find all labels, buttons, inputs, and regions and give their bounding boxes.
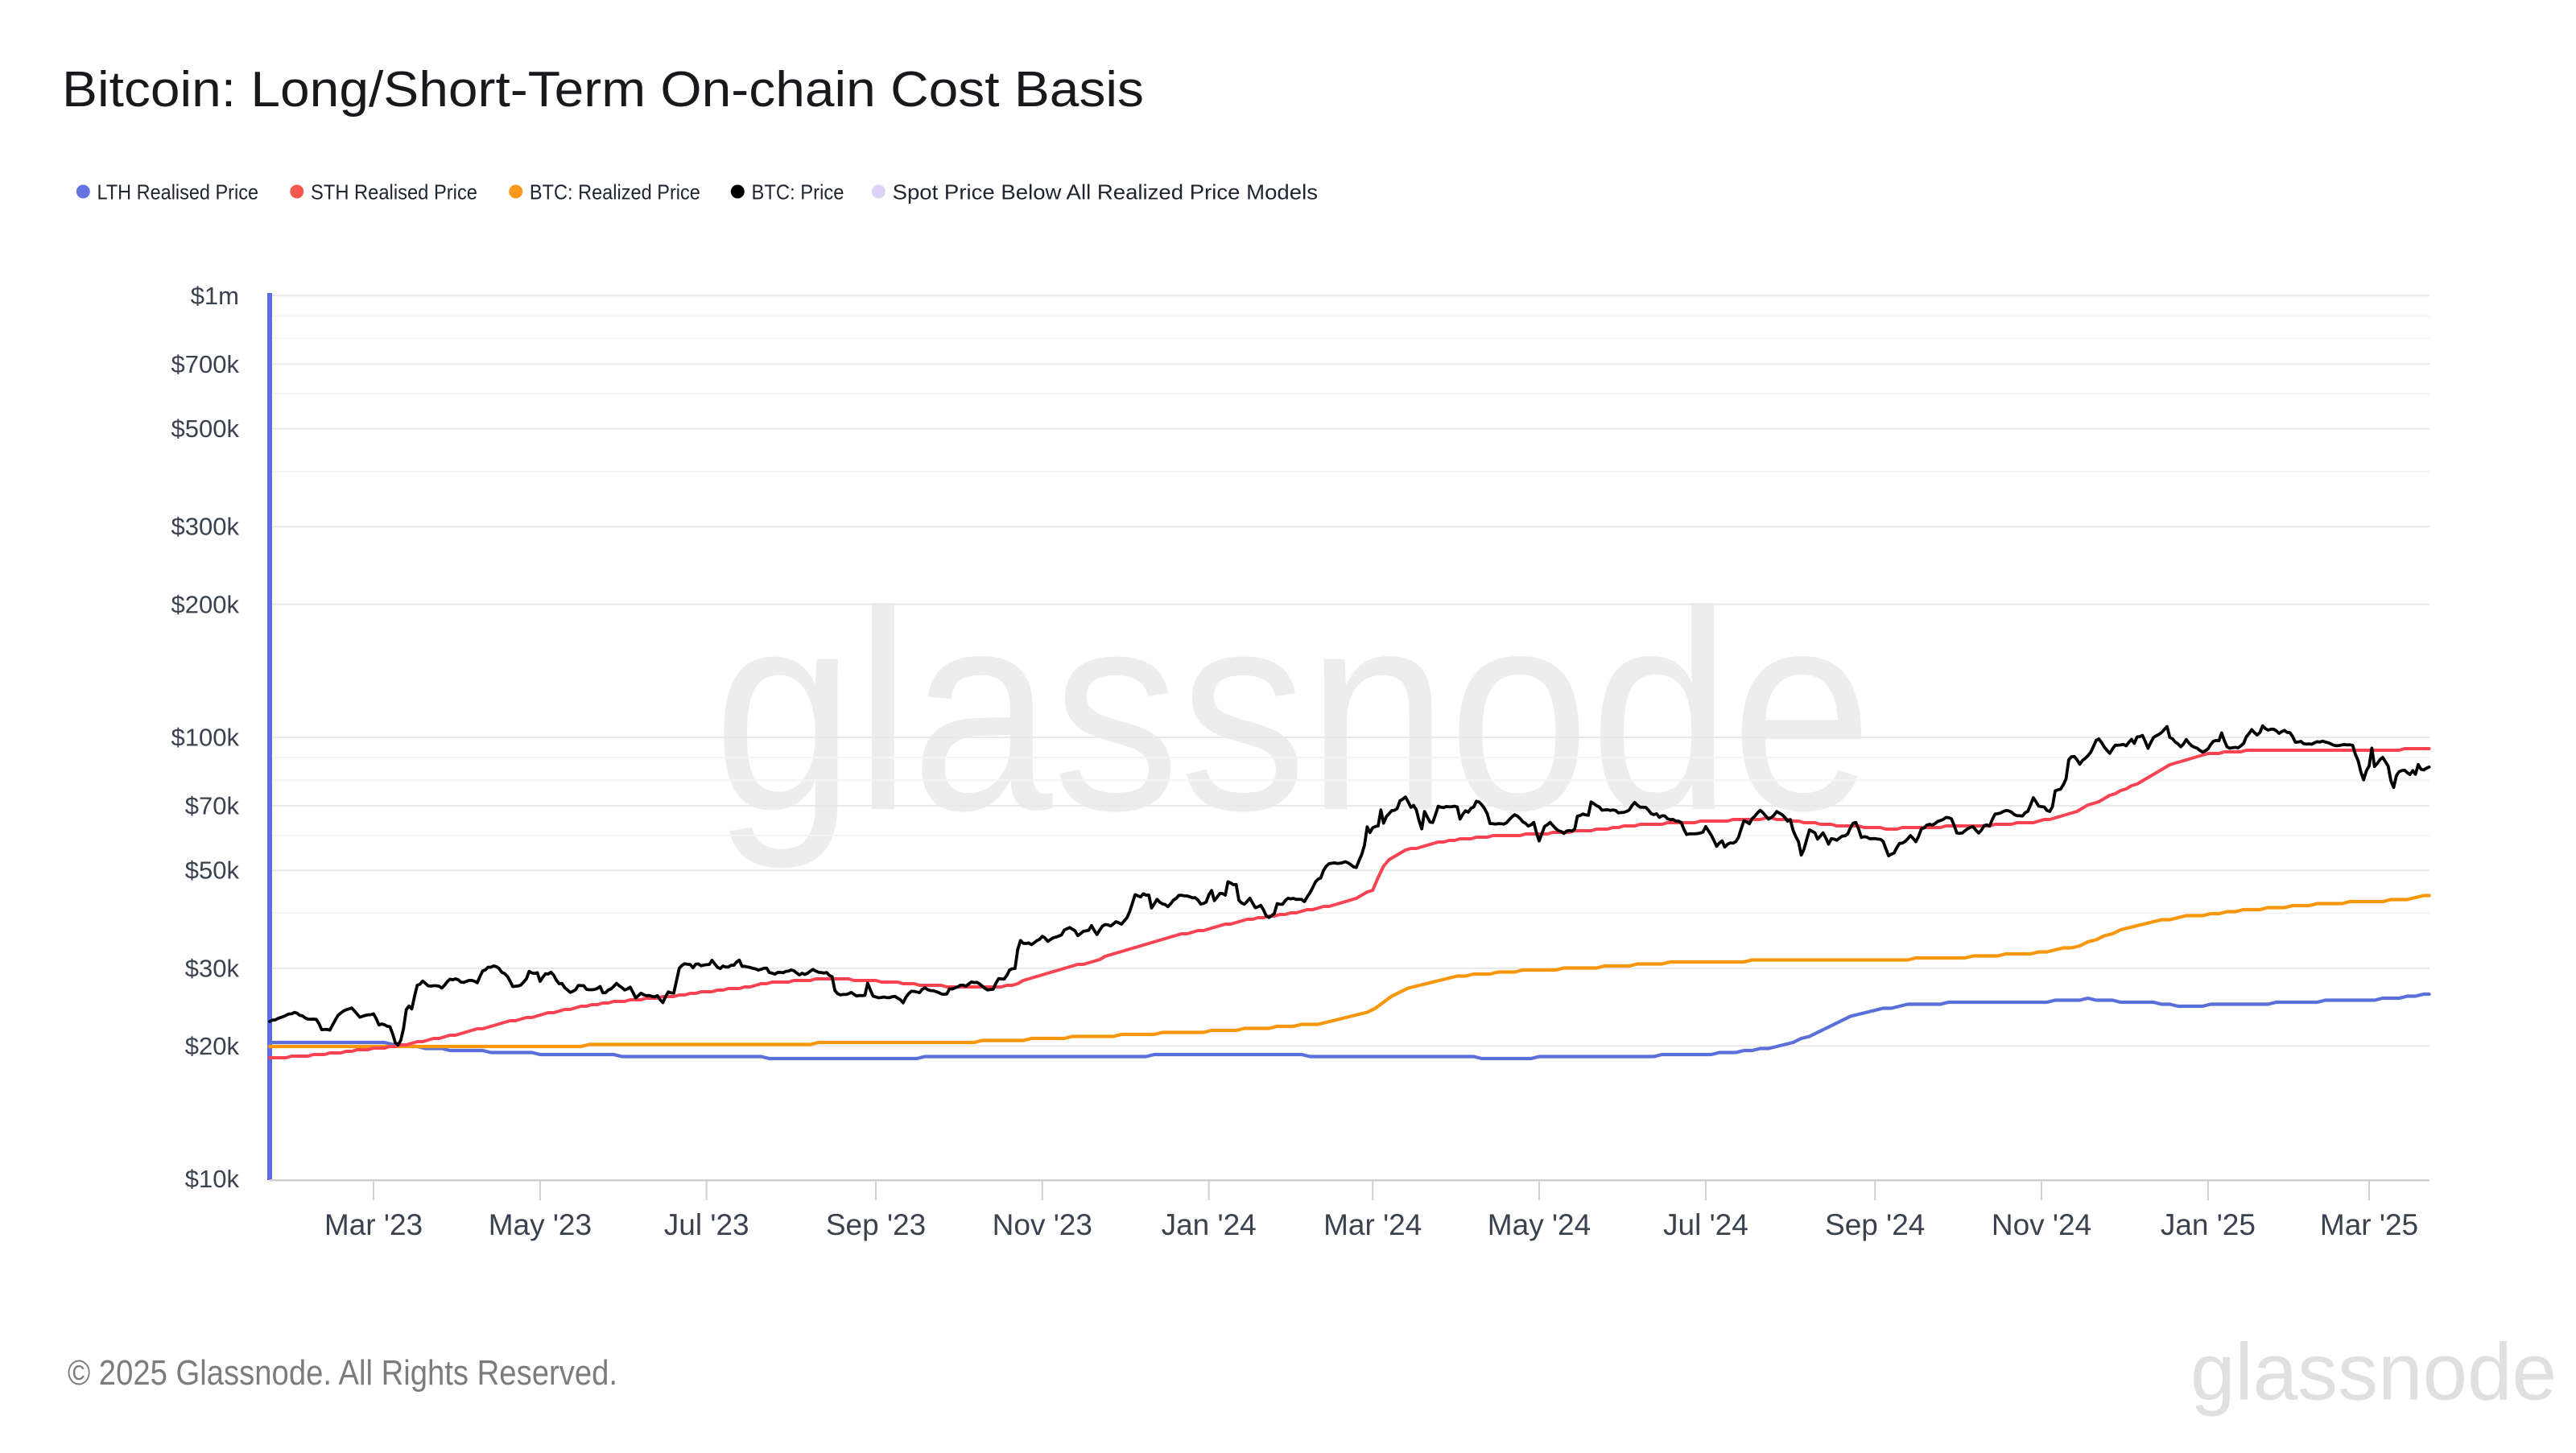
svg-text:$500k: $500k	[171, 415, 240, 443]
svg-text:Jul '23: Jul '23	[664, 1208, 749, 1241]
svg-text:$50k: $50k	[185, 857, 240, 885]
svg-text:$700k: $700k	[171, 350, 240, 378]
svg-text:Bitcoin: Long/Short-Term On-ch: Bitcoin: Long/Short-Term On-chain Cost B…	[62, 62, 1144, 118]
svg-text:BTC: Price: BTC: Price	[752, 180, 844, 204]
svg-text:$100k: $100k	[171, 724, 240, 752]
svg-text:$1m: $1m	[191, 282, 239, 310]
svg-text:LTH Realised Price: LTH Realised Price	[97, 180, 259, 204]
svg-text:STH Realised Price: STH Realised Price	[311, 180, 477, 204]
svg-text:BTC: Realized Price: BTC: Realized Price	[530, 180, 700, 204]
svg-text:Jan '24: Jan '24	[1162, 1208, 1257, 1241]
svg-text:Sep '23: Sep '23	[826, 1208, 926, 1241]
svg-text:Mar '24: Mar '24	[1323, 1208, 1422, 1241]
svg-text:May '23: May '23	[489, 1208, 592, 1241]
svg-text:Mar '25: Mar '25	[2320, 1208, 2418, 1241]
svg-text:Spot Price Below All Realized: Spot Price Below All Realized Price Mode…	[893, 180, 1318, 204]
svg-text:$70k: $70k	[185, 792, 240, 820]
svg-text:$200k: $200k	[171, 590, 240, 618]
svg-text:May '24: May '24	[1488, 1208, 1591, 1241]
svg-text:Nov '23: Nov '23	[993, 1208, 1092, 1241]
svg-text:$20k: $20k	[185, 1032, 240, 1060]
svg-text:Mar '23: Mar '23	[324, 1208, 423, 1241]
svg-text:$10k: $10k	[185, 1165, 240, 1193]
svg-text:Jul '24: Jul '24	[1663, 1208, 1748, 1241]
svg-text:Jan '25: Jan '25	[2161, 1208, 2256, 1241]
svg-text:Sep '24: Sep '24	[1825, 1208, 1925, 1241]
svg-text:Nov '24: Nov '24	[1992, 1208, 2091, 1241]
svg-text:glassnode: glassnode	[2190, 1327, 2557, 1417]
svg-text:© 2025 Glassnode. All Rights R: © 2025 Glassnode. All Rights Reserved.	[68, 1353, 617, 1393]
svg-text:$30k: $30k	[185, 954, 240, 982]
svg-text:$300k: $300k	[171, 513, 240, 541]
